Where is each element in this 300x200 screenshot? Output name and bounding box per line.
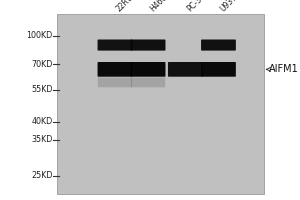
FancyBboxPatch shape — [131, 39, 166, 51]
Text: AIFM1: AIFM1 — [266, 64, 299, 74]
Text: U937: U937 — [218, 0, 239, 13]
FancyBboxPatch shape — [98, 77, 132, 87]
FancyBboxPatch shape — [168, 62, 203, 77]
FancyBboxPatch shape — [98, 62, 132, 77]
Text: 100KD: 100KD — [26, 31, 52, 40]
FancyBboxPatch shape — [131, 62, 166, 77]
Text: 35KD: 35KD — [31, 136, 52, 144]
FancyBboxPatch shape — [131, 77, 165, 87]
Text: 40KD: 40KD — [31, 117, 52, 127]
Text: PC-3: PC-3 — [185, 0, 204, 13]
Text: 25KD: 25KD — [31, 171, 52, 180]
Bar — [57, 14, 264, 194]
FancyBboxPatch shape — [201, 62, 236, 77]
Text: 55KD: 55KD — [31, 85, 52, 94]
Text: 22Rv4: 22Rv4 — [115, 0, 139, 13]
Text: H460: H460 — [148, 0, 169, 13]
Text: 70KD: 70KD — [31, 60, 52, 69]
FancyBboxPatch shape — [201, 39, 236, 51]
FancyBboxPatch shape — [98, 39, 132, 51]
